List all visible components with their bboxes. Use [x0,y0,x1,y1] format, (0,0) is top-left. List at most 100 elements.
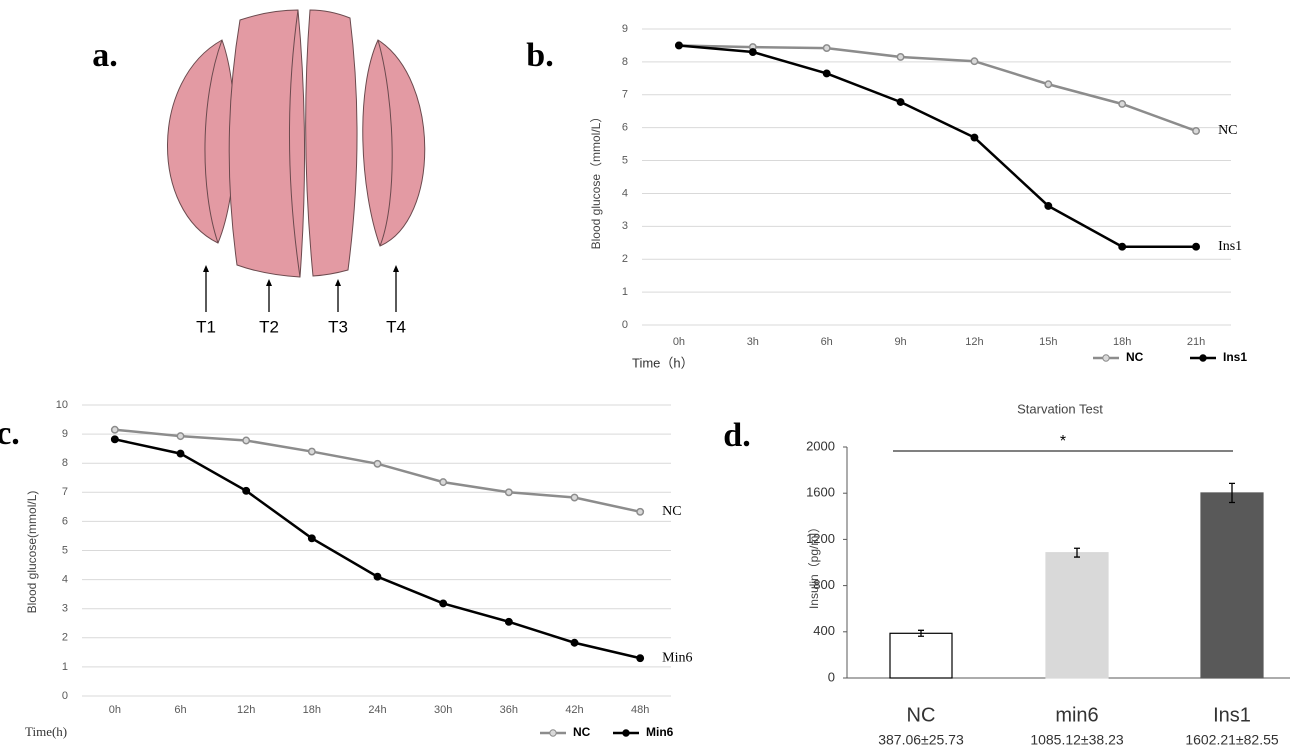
x-tick-label: 30h [434,704,452,716]
annotation: * [1060,433,1066,450]
y-tick-label: 6 [62,515,68,527]
error-bar [1229,482,1235,504]
marker [176,432,185,441]
x-tick-label: 48h [631,704,649,716]
x-axis-label: Time(h) [25,724,67,739]
marker [636,654,645,663]
x-tick-label: 18h [1113,336,1131,348]
marker [110,435,119,444]
series-end-label: Min6 [662,650,692,665]
x-tick-label: 0h [673,336,685,348]
marker [504,617,513,626]
marker [1192,242,1201,251]
series-end-label: NC [1218,123,1237,138]
marker [307,447,316,456]
y-tick-label: 9 [622,23,628,35]
marker [242,436,251,445]
marker [896,98,905,106]
line [678,44,1197,133]
y-tick-label: 10 [56,399,68,411]
marker [110,425,119,434]
marker [373,459,382,468]
marker [570,493,579,502]
y-tick-label: 5 [62,544,68,556]
y-tick-label: 400 [813,623,835,638]
bar [889,632,953,679]
marker [242,486,251,495]
y-tick-label: 0 [828,669,835,684]
marker [896,53,905,61]
y-tick-label: 1 [622,286,628,298]
x-tick-label: 6h [821,336,833,348]
section-label: T2 [259,317,279,336]
x-tick-label: 36h [500,704,518,716]
y-tick-label: 5 [622,154,628,166]
marker [674,41,683,50]
series-end-label: NC [662,504,681,519]
y-tick-label: 0 [62,690,68,702]
x-tick-label: min6 [1055,704,1098,726]
x-tick-label: NC [907,704,936,726]
series-end-label: Ins1 [1218,239,1242,254]
y-tick-label: 3 [622,220,628,232]
x-tick-label: 3h [747,336,759,348]
error-bar [918,629,924,637]
legend-marker [622,729,630,737]
x-tick-label: 9h [894,336,906,348]
y-tick-label: 800 [813,577,835,592]
y-tick-label: 2 [62,632,68,644]
marker [570,638,579,647]
marker [439,599,448,608]
legend-label: NC [573,725,591,739]
legend-marker [1102,354,1110,362]
y-axis-label: Blood glucose(mmol/L) [25,491,39,614]
y-tick-label: 8 [622,56,628,68]
error-bar [1074,547,1080,558]
marker [439,478,448,487]
legend-label: NC [1126,350,1144,364]
y-axis-label: Blood glucose（mmol/L） [589,111,603,250]
marker [970,57,979,66]
y-tick-label: 3 [62,603,68,615]
x-tick-label: Ins1 [1213,704,1251,726]
y-tick-label: 6 [622,122,628,134]
x-tick-label: 12h [237,704,255,716]
x-tick-label: 15h [1039,336,1057,348]
y-tick-label: 9 [62,428,68,440]
legend-label: Ins1 [1223,350,1247,364]
marker [748,48,757,56]
marker [822,44,831,53]
x-tick-label: 21h [1187,336,1205,348]
y-tick-label: 2 [622,253,628,265]
bar [1045,552,1109,679]
value-label: 1085.12±38.23 [1030,732,1124,748]
x-tick-label: 42h [565,704,583,716]
value-label: 387.06±25.73 [878,732,964,748]
chart-title: Starvation Test [1017,401,1103,416]
y-tick-label: 7 [62,486,68,498]
y-tick-label: 7 [622,89,628,101]
marker [1118,242,1127,251]
section-label: T4 [386,317,406,336]
bar [1200,492,1264,679]
marker [1192,127,1201,135]
section-label: T3 [328,317,348,336]
y-tick-label: 1 [62,661,68,673]
y-axis-label: Insulin（pg/ml） [807,521,821,609]
marker [822,69,831,78]
line [114,438,641,660]
marker [1044,201,1053,210]
y-tick-label: 4 [62,574,68,586]
line [114,428,641,514]
marker [373,572,382,581]
y-tick-label: 1200 [806,531,835,546]
line [678,44,1197,248]
y-tick-label: 1600 [806,485,835,500]
section-label: T1 [196,317,216,336]
y-tick-label: 8 [62,457,68,469]
y-tick-label: 2000 [806,438,835,453]
panel-label: a. [92,37,118,74]
marker [636,507,645,516]
marker [307,534,316,543]
